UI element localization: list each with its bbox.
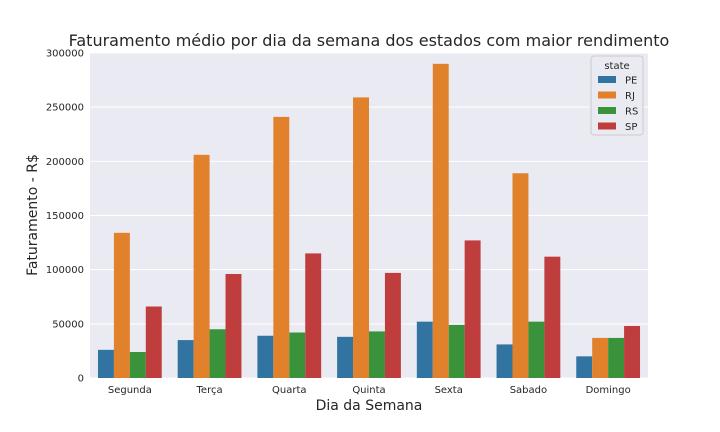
legend-swatch-rs (598, 107, 616, 114)
x-tick-labels: Segunda Terça Quarta Quinta Sexta Sabado Domin… (108, 385, 631, 396)
bar-sp-sexta (464, 240, 481, 378)
y-tick-label: 0 (78, 374, 84, 385)
x-tick-label: Segunda (108, 385, 152, 396)
legend-label-rj: RJ (625, 91, 635, 102)
bar-pe-quarta (257, 335, 274, 378)
y-tick-label: 50000 (52, 319, 84, 330)
legend-label-pe: PE (625, 76, 637, 87)
legend-label-rs: RS (625, 107, 638, 118)
y-axis-label: Faturamento - R$ (25, 154, 41, 276)
legend: state PE RJ RS SP (590, 55, 644, 136)
bar-rj-sabado (512, 173, 529, 378)
bar-pe-quinta (337, 336, 354, 378)
bar-rj-terça (193, 154, 210, 378)
x-tick-label: Quarta (272, 385, 307, 396)
x-tick-label: Sexta (435, 385, 463, 396)
bar-sp-quinta (384, 272, 401, 378)
x-tick-label: Domingo (586, 385, 631, 396)
legend-title: state (604, 61, 629, 72)
y-tick-label: 150000 (46, 211, 84, 222)
bar-rj-sexta (432, 63, 449, 378)
legend-swatch-sp (598, 122, 616, 130)
bar-rs-sexta (448, 324, 465, 378)
bar-rs-segunda (129, 352, 146, 378)
bar-pe-sabado (496, 344, 513, 378)
bar-pe-sexta (416, 321, 433, 378)
bar-pe-domingo (576, 356, 593, 378)
chart-title: Faturamento médio por dia da semana dos … (69, 31, 670, 50)
bar-sp-segunda (145, 306, 162, 378)
x-tick-label: Terça (196, 385, 223, 396)
bar-rj-quarta (273, 116, 290, 379)
x-tick-label: Sabado (510, 385, 547, 396)
y-tick-label: 250000 (46, 103, 84, 114)
bars (97, 63, 641, 379)
x-axis-label: Dia da Semana (316, 398, 423, 414)
legend-box (590, 55, 644, 136)
bar-rs-sabado (528, 321, 545, 378)
legend-items: PE RJ RS SP (598, 76, 638, 133)
bar-rj-segunda (113, 232, 130, 378)
bar-rj-quinta (353, 97, 369, 379)
bar-rj-domingo (592, 337, 609, 378)
bar-pe-terça (177, 340, 194, 378)
bar-sp-domingo (624, 326, 641, 378)
bar-sp-terça (225, 274, 242, 378)
legend-swatch-pe (598, 76, 616, 83)
bar-rs-quarta (289, 332, 306, 378)
bar-rs-terça (209, 329, 226, 378)
y-tick-label: 300000 (46, 49, 84, 60)
bar-rs-domingo (608, 337, 625, 378)
bar-sp-quarta (305, 253, 322, 378)
y-tick-label: 200000 (46, 157, 84, 168)
y-tick-label: 100000 (46, 265, 84, 276)
legend-label-sp: SP (625, 122, 637, 133)
bar-sp-sabado (544, 256, 561, 378)
legend-swatch-rj (598, 91, 616, 99)
x-tick-label: Quinta (352, 385, 385, 396)
bar-rs-quinta (369, 331, 385, 378)
bar-pe-segunda (97, 349, 114, 378)
y-tick-labels: 0 50000 100000 150000 200000 250000 300000 (46, 49, 84, 385)
